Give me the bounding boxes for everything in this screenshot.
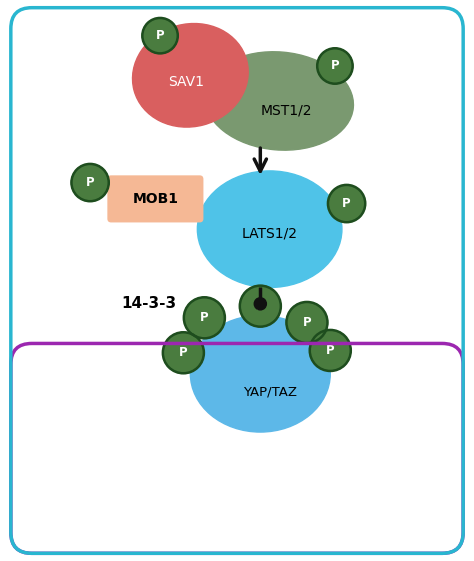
Text: P: P — [200, 311, 209, 324]
Text: MOB1: MOB1 — [132, 192, 178, 206]
Text: P: P — [86, 176, 94, 189]
Text: P: P — [326, 344, 335, 357]
Text: MST1/2: MST1/2 — [260, 103, 312, 117]
Ellipse shape — [197, 171, 342, 287]
Text: 14-3-3: 14-3-3 — [121, 296, 176, 311]
Circle shape — [317, 48, 353, 84]
Text: P: P — [331, 59, 339, 72]
Circle shape — [328, 185, 365, 222]
Circle shape — [310, 330, 351, 371]
Circle shape — [184, 297, 225, 338]
Text: LATS1/2: LATS1/2 — [242, 227, 298, 241]
Text: P: P — [302, 316, 311, 329]
Circle shape — [240, 286, 281, 327]
Ellipse shape — [204, 52, 354, 150]
Ellipse shape — [191, 315, 330, 432]
Text: SAV1: SAV1 — [168, 75, 204, 89]
Text: P: P — [342, 197, 351, 210]
Circle shape — [254, 298, 266, 310]
FancyBboxPatch shape — [107, 176, 203, 223]
Text: P: P — [256, 300, 264, 312]
Circle shape — [72, 164, 109, 201]
Text: YAP/TAZ: YAP/TAZ — [243, 386, 297, 399]
Text: P: P — [179, 346, 188, 359]
Ellipse shape — [133, 24, 248, 127]
Circle shape — [142, 18, 178, 53]
Text: P: P — [156, 29, 164, 42]
Circle shape — [163, 332, 204, 373]
Circle shape — [286, 302, 328, 343]
